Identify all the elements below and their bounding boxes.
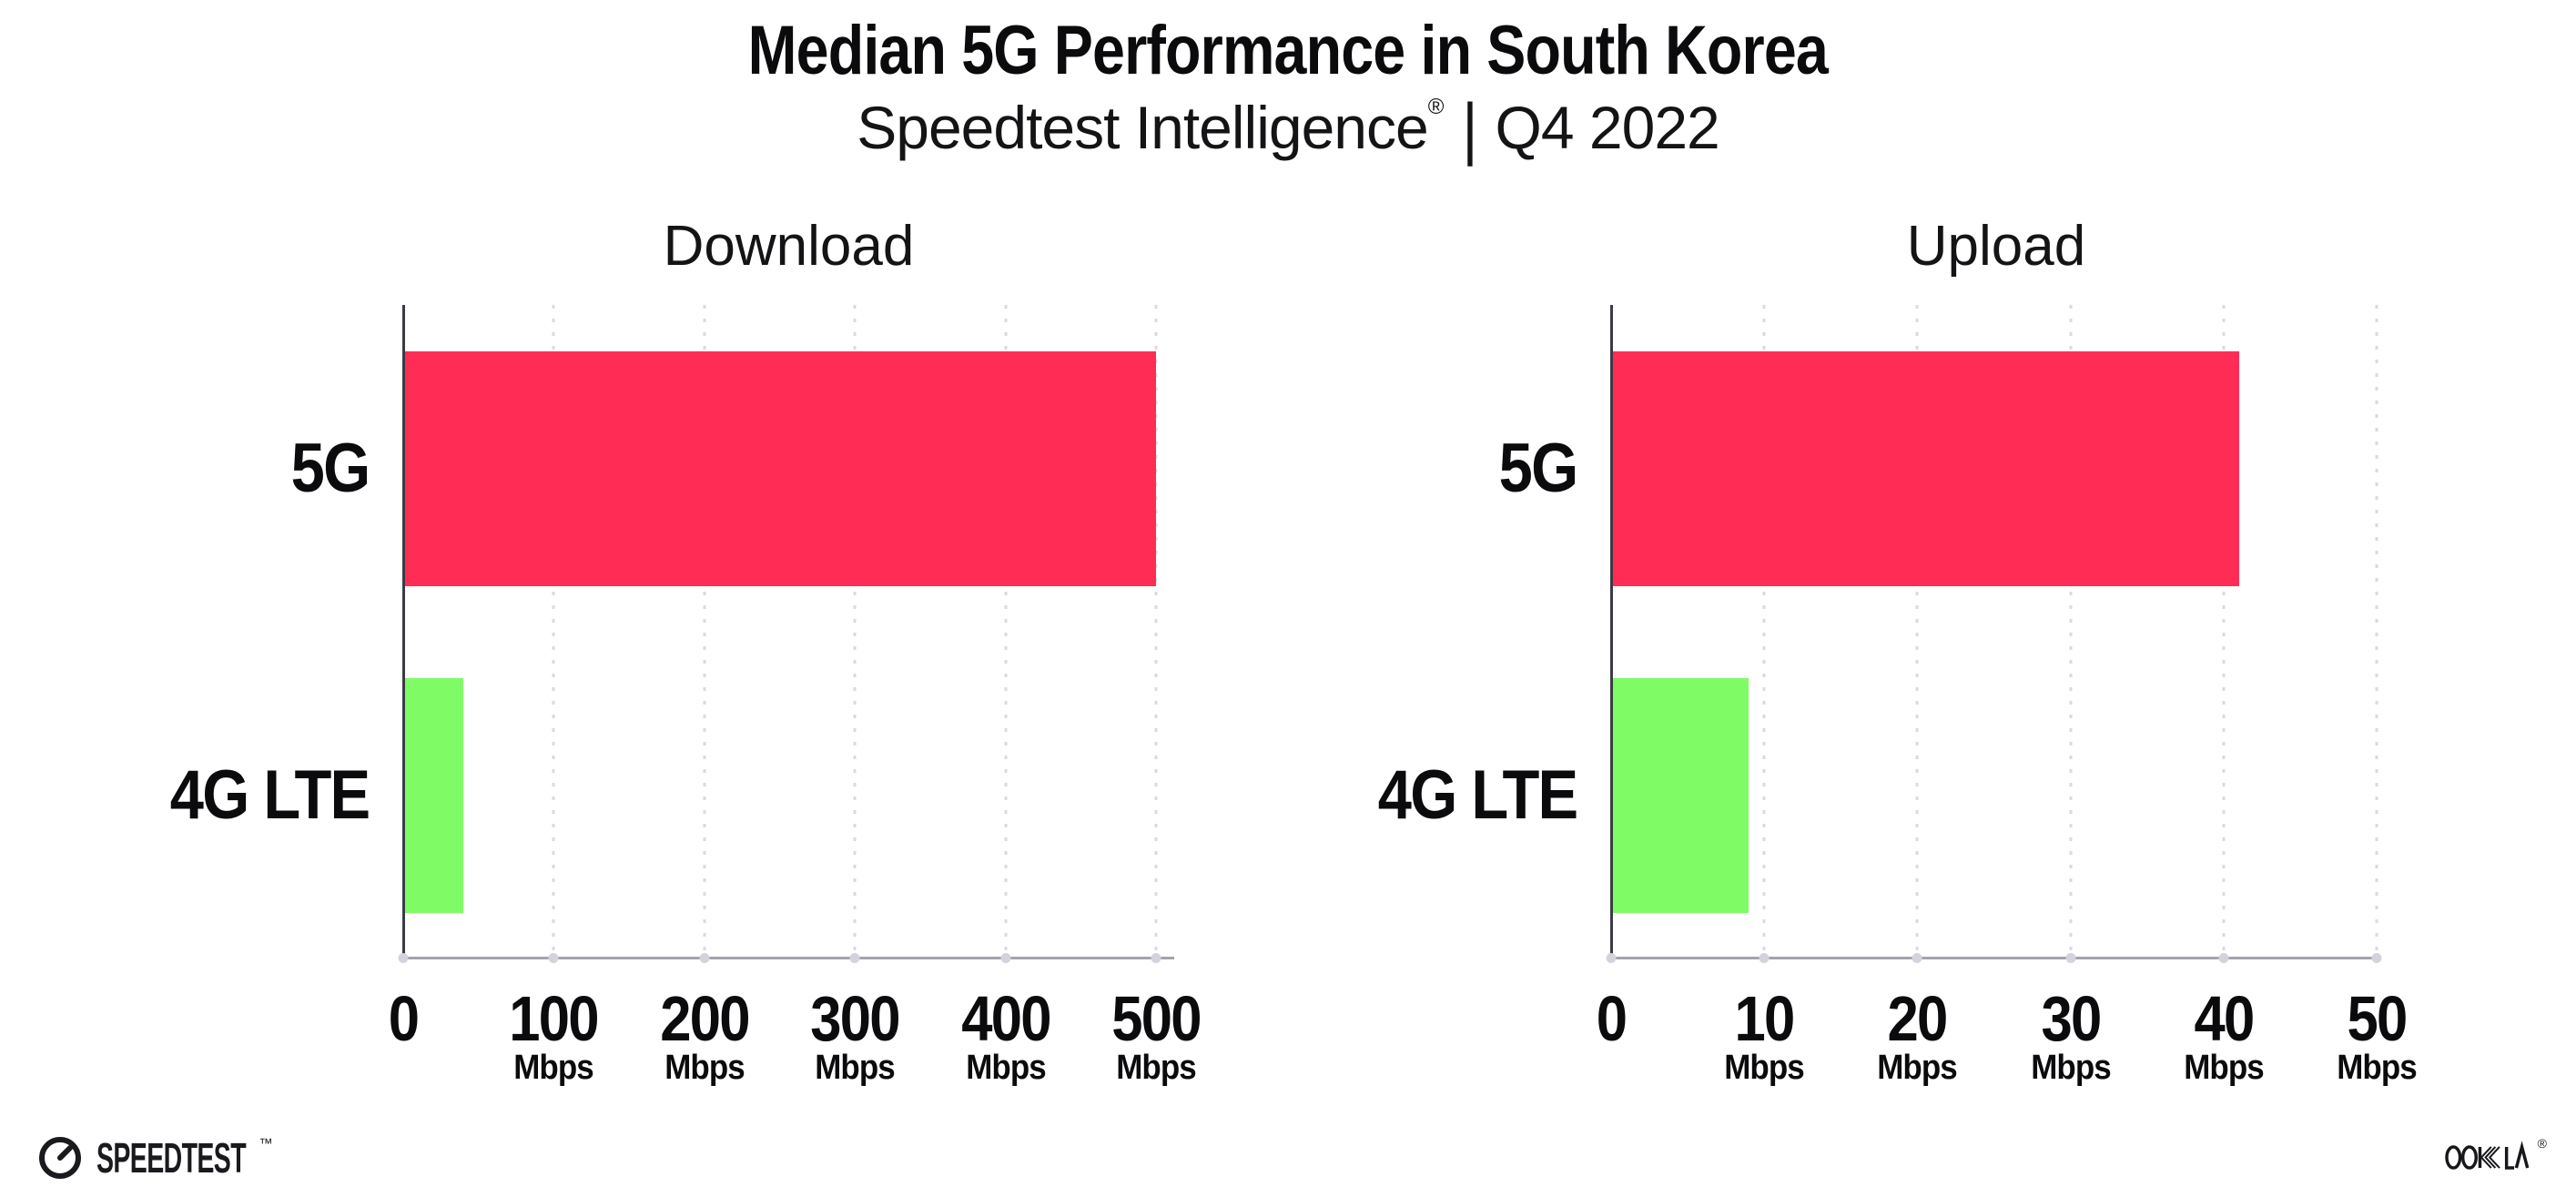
tick-dot-download-200	[699, 953, 710, 963]
tick-label-download-300: 300	[810, 983, 901, 1054]
gridline-upload-30	[2069, 305, 2073, 958]
tick-dot-upload-0	[1606, 953, 1617, 963]
plot-area-upload: 0 10 Mbps 20 Mbps 30 Mbps 40 Mbps 50 Mbps 5G 4G LTE	[1377, 305, 2418, 1085]
tick-label-download-500: 500	[1111, 983, 1202, 1054]
bar-download-4g-lte	[403, 677, 464, 913]
gridline-download-400	[1004, 305, 1008, 958]
x-axis-download	[403, 957, 1174, 959]
tick-label-upload-30: 30	[2041, 983, 2102, 1054]
registered-trademark-mark: ®	[1427, 95, 1445, 119]
gridline-upload-50	[2375, 305, 2378, 958]
tick-dot-download-0	[398, 953, 409, 963]
gridline-download-300	[853, 305, 857, 958]
tick-dot-upload-10	[1759, 953, 1770, 963]
tick-label-upload-10: 10	[1734, 983, 1796, 1054]
bar-upload-4g-lte	[1611, 677, 1749, 913]
tick-unit-upload-30: Mbps	[2030, 1049, 2112, 1087]
category-label-download-5g: 5G	[290, 429, 370, 507]
tick-unit-download-300: Mbps	[815, 1049, 896, 1087]
speedtest-gauge-icon	[36, 1134, 84, 1182]
ookla-wordmark-icon	[2444, 1138, 2536, 1177]
tick-dot-upload-30	[2065, 953, 2076, 963]
y-axis-download	[402, 305, 405, 958]
chart-title-download: Download	[663, 215, 915, 278]
tick-unit-download-200: Mbps	[664, 1049, 745, 1087]
tick-label-upload-50: 50	[2347, 983, 2408, 1054]
tick-dot-upload-50	[2371, 953, 2382, 963]
gridline-upload-10	[1762, 305, 1766, 958]
tick-unit-download-500: Mbps	[1116, 1049, 1197, 1087]
tick-unit-upload-10: Mbps	[1724, 1049, 1805, 1087]
subtitle-brand: Speedtest Intelligence	[857, 94, 1428, 161]
tick-dot-download-100	[548, 953, 559, 963]
tick-label-download-400: 400	[960, 983, 1051, 1054]
speedtest-trademark-mark: ™	[259, 1135, 273, 1151]
figure-subtitle: Speedtest Intelligence® | Q4 2022	[0, 89, 2576, 165]
figure-title-text: Median 5G Performance in South Korea	[747, 12, 1829, 89]
category-label-upload-4g-lte: 4G LTE	[1377, 756, 1577, 835]
category-label-upload-5g: 5G	[1498, 429, 1577, 507]
subtitle-separator: |	[1462, 88, 1477, 167]
tick-unit-upload-50: Mbps	[2337, 1049, 2418, 1087]
bar-upload-5g	[1611, 350, 2239, 586]
tick-dot-download-500	[1151, 953, 1161, 963]
ookla-logo: ®	[2444, 1136, 2547, 1177]
tick-unit-download-100: Mbps	[513, 1049, 595, 1087]
y-axis-upload	[1610, 305, 1613, 958]
gridline-download-200	[703, 305, 706, 958]
tick-label-download-100: 100	[509, 983, 600, 1054]
tick-unit-download-400: Mbps	[965, 1049, 1047, 1087]
speedtest-logo: SPEEDTEST ™	[36, 1134, 351, 1182]
tick-label-upload-40: 40	[2194, 983, 2255, 1054]
tick-dot-upload-40	[2218, 953, 2229, 963]
bar-download-5g	[403, 350, 1157, 586]
tick-dot-download-300	[849, 953, 860, 963]
tick-unit-upload-20: Mbps	[1877, 1049, 1959, 1087]
tick-label-upload-20: 20	[1887, 983, 1949, 1054]
figure-title: Median 5G Performance in South Korea	[0, 13, 2576, 89]
tick-unit-upload-40: Mbps	[2183, 1049, 2265, 1087]
tick-label-upload-0: 0	[1596, 983, 1628, 1054]
ookla-registered-mark: ®	[2537, 1136, 2547, 1151]
tick-dot-download-400	[1000, 953, 1011, 963]
tick-label-download-0: 0	[388, 983, 420, 1054]
tick-label-download-200: 200	[660, 983, 750, 1054]
gridline-upload-20	[1915, 305, 1919, 958]
speedtest-wordmark: SPEEDTEST	[96, 1134, 247, 1182]
plot-area-download: 0 100 Mbps 200 Mbps 300 Mbps 400 Mbps 500 Mbps 5G 4G…	[169, 305, 1202, 1085]
gridline-download-500	[1154, 305, 1158, 958]
gridline-download-100	[552, 305, 555, 958]
subtitle-period: Q4 2022	[1495, 94, 1720, 161]
tick-dot-upload-20	[1912, 953, 1922, 963]
chart-title-upload: Upload	[1906, 215, 2086, 278]
x-axis-upload	[1611, 957, 2381, 959]
gridline-upload-40	[2222, 305, 2226, 958]
category-label-download-4g-lte: 4G LTE	[169, 756, 370, 835]
